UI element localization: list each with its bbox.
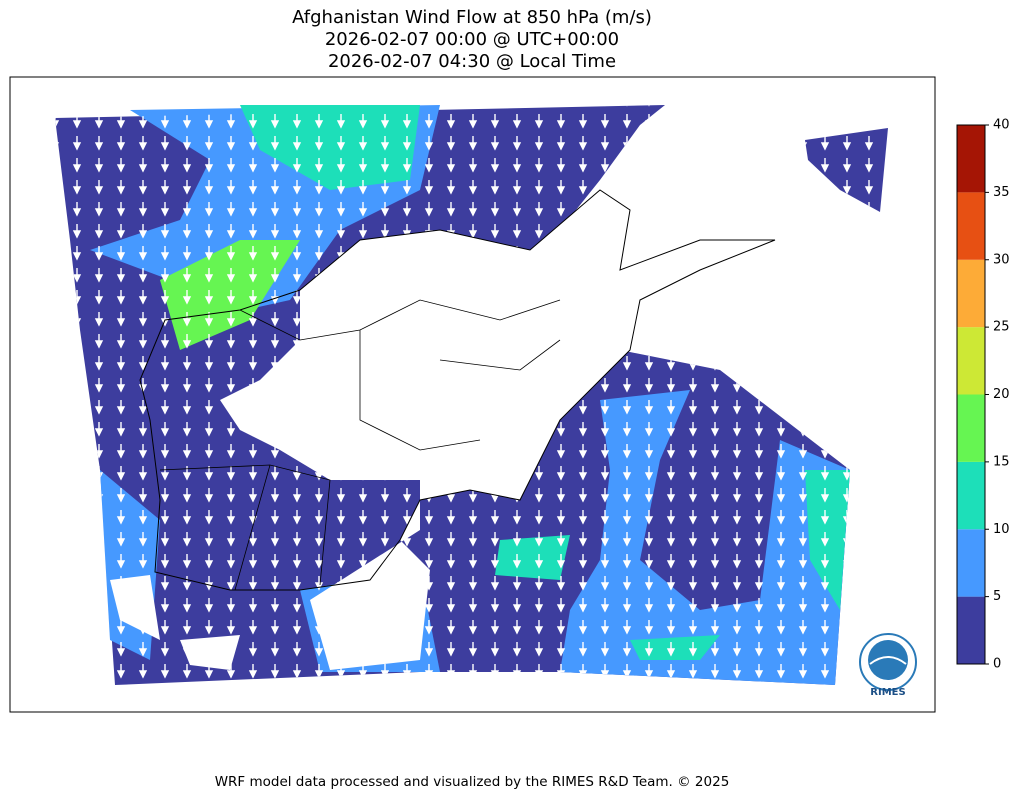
wind-field (55, 105, 888, 685)
colorbar-tick-label: 20 (993, 387, 1010, 402)
colorbar-tick-label: 0 (993, 657, 1001, 672)
colorbar-tick-label: 10 (993, 522, 1010, 537)
logo: RIMES (859, 633, 917, 698)
colorbar-tick-label: 5 (993, 589, 1001, 604)
colorbar-tick-label: 25 (993, 320, 1010, 335)
colorbar: 0 5 10 15 20 25 30 35 40 (956, 118, 1010, 672)
colorbar-segment (957, 529, 985, 597)
logo-text: RIMES (870, 687, 905, 698)
title-line: Afghanistan Wind Flow at 850 hPa (m/s) (292, 7, 652, 28)
colorbar-tick-label: 15 (993, 454, 1010, 469)
colorbar-segment (957, 394, 985, 462)
colorbar-segment (957, 327, 985, 395)
title-line: 2026-02-07 00:00 @ UTC+00:00 (325, 29, 619, 50)
colorbar-segment (957, 192, 985, 260)
colorbar-tick-label: 30 (993, 252, 1010, 267)
colorbar-tick-label: 40 (993, 118, 1010, 133)
colorbar-segment (957, 461, 985, 530)
title-line: 2026-02-07 04:30 @ Local Time (328, 51, 616, 72)
plot-frame (9, 76, 936, 713)
colorbar-segment (957, 596, 985, 664)
colorbar-segment (957, 259, 985, 328)
colorbar-tick-label: 35 (993, 185, 1010, 200)
colorbar-segment (957, 125, 985, 193)
footer: WRF model data processed and visualized … (215, 774, 730, 790)
